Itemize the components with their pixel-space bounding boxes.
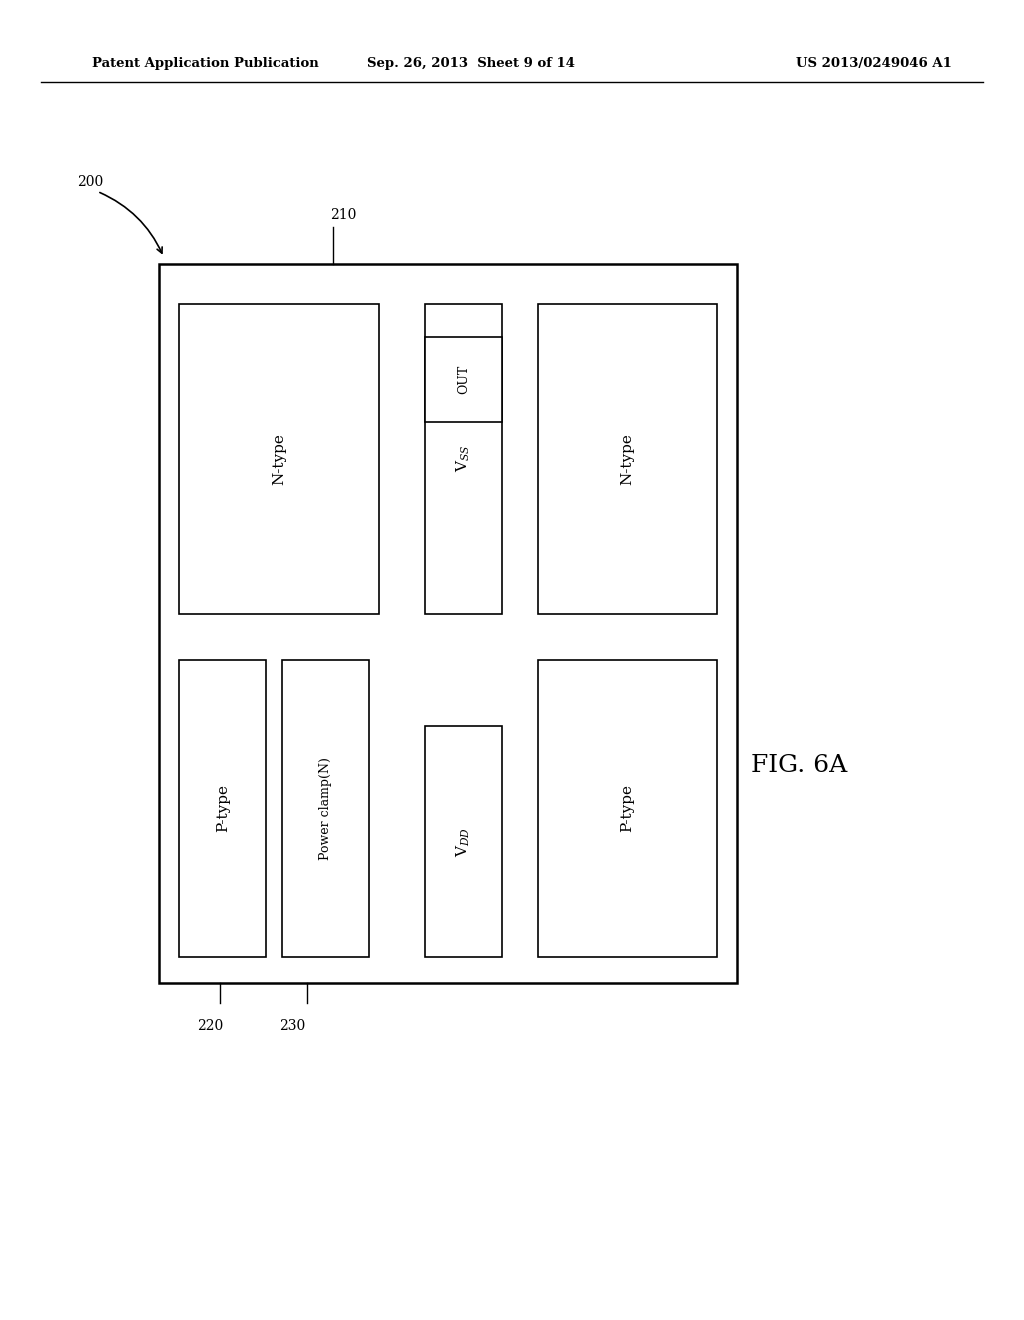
Bar [425,337,502,422]
Bar [179,660,266,957]
Text: V$_{SS}$: V$_{SS}$ [455,445,472,473]
Bar [159,264,737,983]
Text: Sep. 26, 2013  Sheet 9 of 14: Sep. 26, 2013 Sheet 9 of 14 [367,57,575,70]
Text: N-type: N-type [621,433,634,484]
Text: US 2013/0249046 A1: US 2013/0249046 A1 [797,57,952,70]
Text: 220: 220 [197,1019,223,1034]
Bar [425,726,502,957]
Text: 200: 200 [77,176,103,189]
Text: 210: 210 [330,207,356,222]
Text: N-type: N-type [272,433,286,484]
Bar [538,660,717,957]
Bar [538,304,717,614]
Text: P-type: P-type [216,784,229,833]
Text: 230: 230 [279,1019,305,1034]
Text: V$_{DD}$: V$_{DD}$ [455,826,472,857]
Bar [179,304,379,614]
Bar [425,304,502,614]
Text: Power clamp(N): Power clamp(N) [318,758,332,859]
Text: FIG. 6A: FIG. 6A [751,754,847,777]
Text: Patent Application Publication: Patent Application Publication [92,57,318,70]
Bar [282,660,369,957]
Text: P-type: P-type [621,784,634,833]
Text: OUT: OUT [457,364,470,395]
